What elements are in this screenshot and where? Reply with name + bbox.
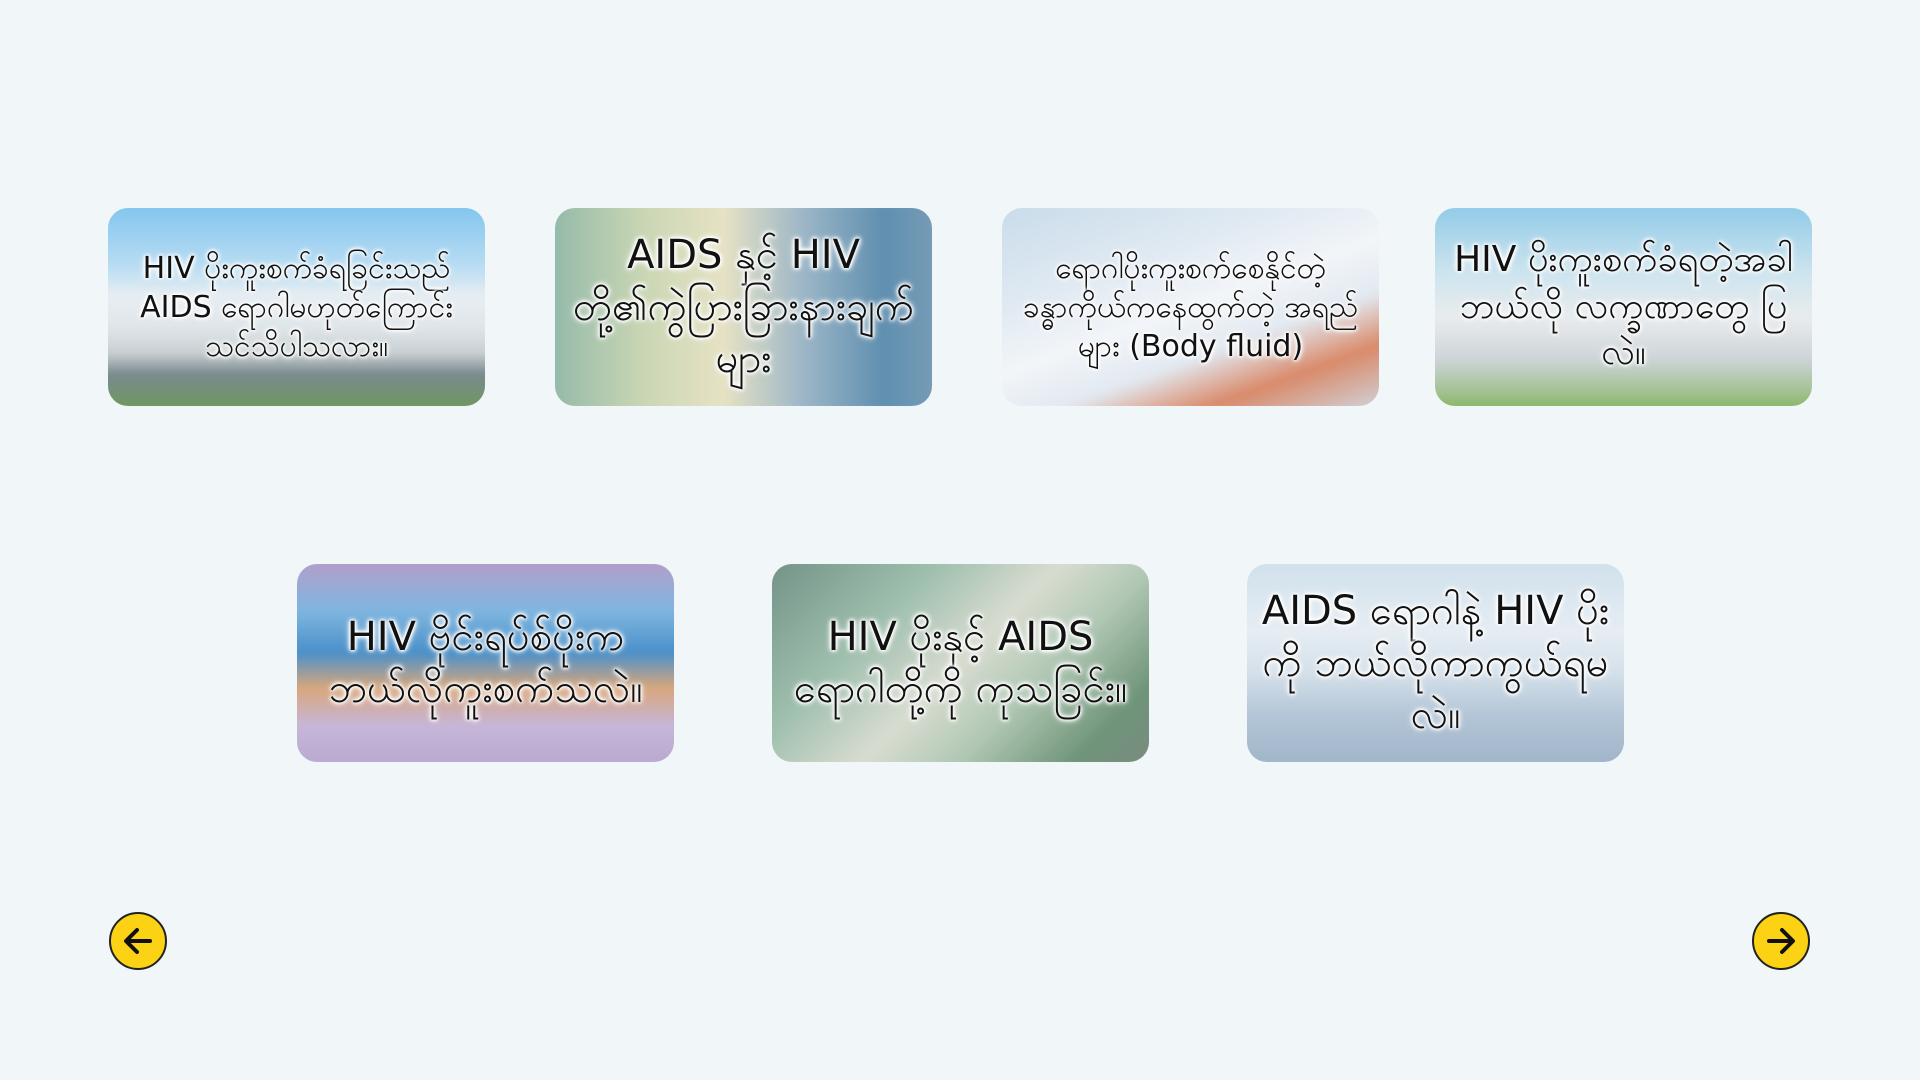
card-background-image	[297, 564, 674, 762]
card-title: HIV ပိုးကူးစက်ခံရခြင်းသည် AIDS ရောဂါမဟုတ…	[140, 250, 453, 364]
card-background-image	[1002, 208, 1379, 406]
card-background-image	[555, 208, 932, 406]
card-title: AIDS ရောဂါနဲ့ HIV ပိုးကို ဘယ်လိုကာကွယ်ရမ…	[1261, 588, 1610, 738]
topic-card-hiv-transmission[interactable]: HIV ဗိုင်းရပ်စ်ပိုးက ဘယ်လိုကူးစက်သလဲ။	[297, 564, 674, 762]
topic-card-hiv-aids-treatment[interactable]: HIV ပိုးနှင့် AIDS ရောဂါတို့ကို ကုသခြင်း…	[772, 564, 1149, 762]
topic-card-hiv-symptoms[interactable]: HIV ပိုးကူးစက်ခံရတဲ့အခါ ဘယ်လို လက္ခဏာတွေ…	[1435, 208, 1812, 406]
topic-card-hiv-not-aids[interactable]: HIV ပိုးကူးစက်ခံရခြင်းသည် AIDS ရောဂါမဟုတ…	[108, 208, 485, 406]
card-title: ရောဂါပိုးကူးစက်စေနိုင်တဲ့ ခန္ဓာကိုယ်ကနေထ…	[1022, 250, 1359, 364]
arrow-left-icon	[124, 928, 152, 954]
previous-page-button[interactable]	[109, 912, 167, 970]
topic-card-body-fluids[interactable]: ရောဂါပိုးကူးစက်စေနိုင်တဲ့ ခန္ဓာကိုယ်ကနေထ…	[1002, 208, 1379, 406]
card-background-image	[1435, 208, 1812, 406]
card-title: HIV ပိုးကူးစက်ခံရတဲ့အခါ ဘယ်လို လက္ခဏာတွေ…	[1454, 238, 1793, 374]
card-title: HIV ပိုးနှင့် AIDS ရောဂါတို့ကို ကုသခြင်း…	[793, 614, 1128, 712]
topic-card-prevention[interactable]: AIDS ရောဂါနဲ့ HIV ပိုးကို ဘယ်လိုကာကွယ်ရမ…	[1247, 564, 1624, 762]
topic-card-aids-hiv-differences[interactable]: AIDS နှင့် HIV တို့၏ကွဲပြားခြားနားချက်မျ…	[555, 208, 932, 406]
arrow-right-icon	[1767, 928, 1795, 954]
card-title: AIDS နှင့် HIV တို့၏ကွဲပြားခြားနားချက်မျ…	[573, 232, 914, 382]
card-background-image	[108, 208, 485, 406]
card-background-image	[1247, 564, 1624, 762]
card-background-image	[772, 564, 1149, 762]
next-page-button[interactable]	[1752, 912, 1810, 970]
card-title: HIV ဗိုင်းရပ်စ်ပိုးက ဘယ်လိုကူးစက်သလဲ။	[328, 614, 643, 712]
